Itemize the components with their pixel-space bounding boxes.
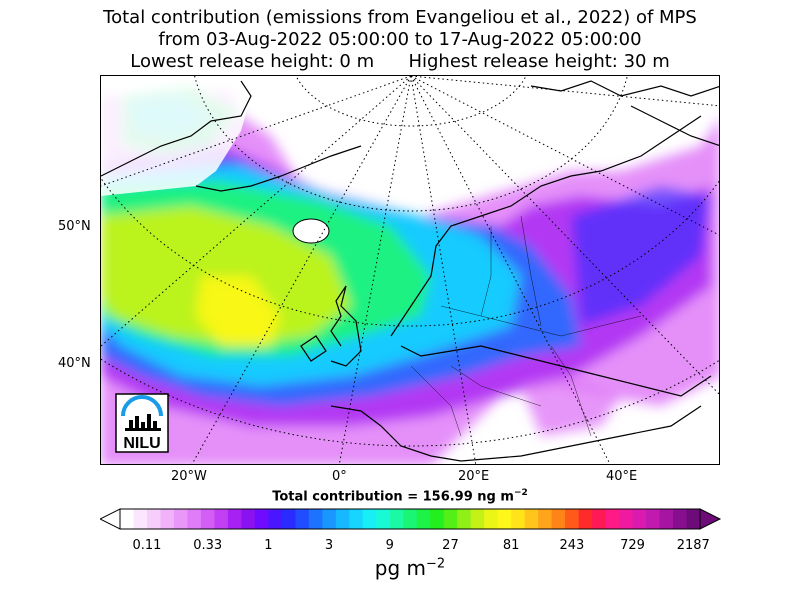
colorbar-segment <box>376 509 391 529</box>
colorbar-segment <box>484 509 499 529</box>
lat-label-40n: 40°N <box>58 356 91 371</box>
title-line-3: Lowest release height: 0 m Highest relea… <box>130 51 670 72</box>
lon-label-20e: 20°E <box>458 469 490 484</box>
total-contribution: Total contribution = 156.99 ng m−2 <box>272 488 528 505</box>
colorbar <box>100 508 722 530</box>
colorbar-segment <box>173 509 188 529</box>
colorbar-segment <box>227 509 242 529</box>
lon-label-20w: 20°W <box>171 469 207 484</box>
colorbar-segment <box>322 509 337 529</box>
colorbar-tick-label: 0.33 <box>193 538 223 553</box>
colorbar-tick-label: 81 <box>502 538 520 553</box>
colorbar-segment <box>686 509 701 529</box>
colorbar-segment <box>659 509 674 529</box>
map-canvas: NILU <box>101 76 719 464</box>
colorbar-segment <box>605 509 620 529</box>
colorbar-segment <box>308 509 323 529</box>
colorbar-segment <box>646 509 661 529</box>
colorbar-tick-label: 2187 <box>676 538 710 553</box>
colorbar-segment <box>349 509 364 529</box>
colorbar-tick-label: 0.11 <box>132 538 162 553</box>
colorbar-segment <box>133 509 148 529</box>
graticule <box>101 76 719 464</box>
colorbar-segment <box>389 509 404 529</box>
colorbar-segment <box>416 509 431 529</box>
concentration-map: NILU <box>100 75 720 465</box>
colorbar-tick-label: 27 <box>442 538 459 553</box>
logo-text: NILU <box>123 435 160 452</box>
colorbar-tick-label: 243 <box>559 538 585 553</box>
colorbar-segment <box>538 509 553 529</box>
lon-label-40e: 40°E <box>606 469 638 484</box>
title-line-1: Total contribution (emissions from Evang… <box>103 7 697 28</box>
colorbar-unit: pg m−2 <box>374 556 446 580</box>
colorbar-segment <box>619 509 634 529</box>
country-borders <box>410 215 642 437</box>
colorbar-segment <box>497 509 512 529</box>
colorbar-segment <box>241 509 256 529</box>
colorbar-segment <box>443 509 458 529</box>
colorbar-segment <box>403 509 418 529</box>
colorbar-min-arrow <box>100 508 121 530</box>
colorbar-tick-label: 9 <box>385 538 394 553</box>
colorbar-segment <box>146 509 161 529</box>
plume-field <box>101 86 719 464</box>
colorbar-tick-label: 1 <box>264 538 273 553</box>
title-line-2: from 03-Aug-2022 05:00:00 to 17-Aug-2022… <box>158 29 642 50</box>
colorbar-border <box>119 508 701 530</box>
colorbar-segment <box>430 509 445 529</box>
colorbar-segment <box>592 509 607 529</box>
lat-label-50n: 50°N <box>58 219 91 234</box>
colorbar-segment <box>335 509 350 529</box>
colorbar-segment <box>214 509 229 529</box>
colorbar-segment <box>578 509 593 529</box>
colorbar-segment <box>160 509 175 529</box>
colorbar-segment <box>254 509 269 529</box>
colorbar-segment <box>673 509 688 529</box>
colorbar-tick-label: 729 <box>620 538 645 553</box>
colorbar-tick-label: 3 <box>324 538 334 553</box>
colorbar-segment <box>457 509 472 529</box>
colorbar-segment <box>565 509 580 529</box>
colorbar-segment <box>120 509 134 529</box>
iceland-outline <box>292 218 330 244</box>
greenland-landmass <box>101 76 251 196</box>
colorbar-segment <box>200 509 215 529</box>
colorbar-segment <box>470 509 485 529</box>
coastlines <box>101 80 719 462</box>
colorbar-segment <box>281 509 296 529</box>
colorbar-segment <box>268 509 283 529</box>
colorbar-segment <box>511 509 526 529</box>
lon-label-0: 0° <box>332 469 347 484</box>
colorbar-segment <box>187 509 202 529</box>
colorbar-segment <box>295 509 310 529</box>
nilu-logo: NILU <box>115 393 169 453</box>
colorbar-segment <box>551 509 566 529</box>
colorbar-max-arrow <box>699 508 722 530</box>
colorbar-segment <box>524 509 539 529</box>
colorbar-segment <box>632 509 647 529</box>
colorbar-segment <box>362 509 377 529</box>
